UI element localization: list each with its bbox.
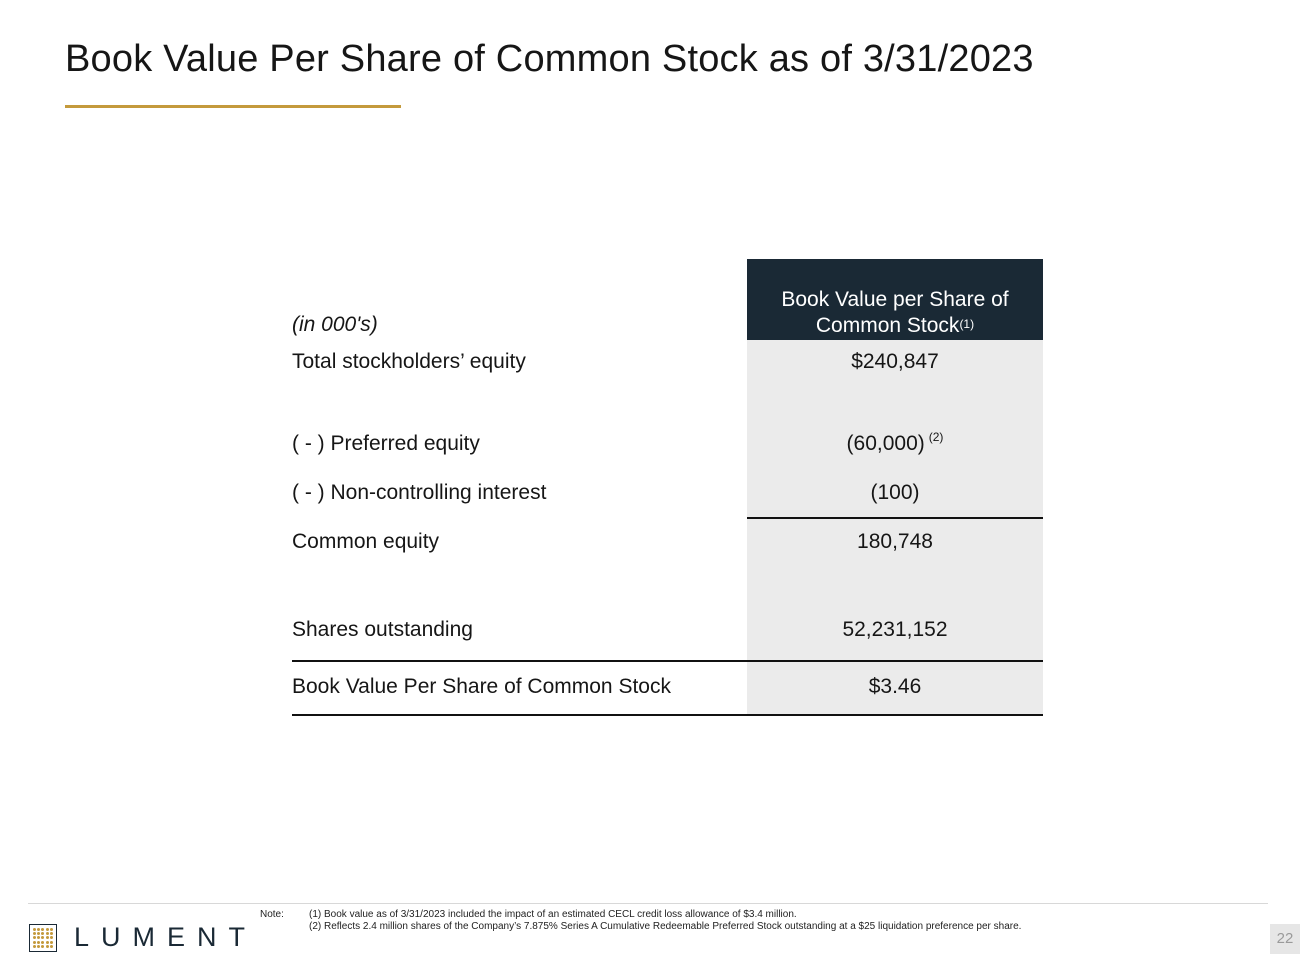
row-value-common-equity-text: 180,748 (857, 530, 933, 553)
title-underline (65, 105, 401, 108)
row-label-common-equity: Common equity (292, 530, 440, 553)
row-value-preferred-equity: (60,000) (2) (747, 430, 1043, 456)
row-label-preferred-equity: ( - ) Preferred equity (292, 432, 480, 455)
row-value-noncontrolling-text: (100) (870, 481, 920, 504)
value-column-header: Book Value per Share of Common Stock(1) (747, 259, 1043, 340)
row-value-book-value-per-share: $3.46 (747, 675, 1043, 699)
total-bottom-rule (292, 714, 1043, 716)
row-value-book-value-per-share-text: $3.46 (868, 675, 922, 698)
subtotal-rule (747, 517, 1043, 519)
row-label-noncontrolling: ( - ) Non-controlling interest (292, 481, 547, 504)
header-line-2-text: Common Stock (815, 314, 960, 337)
company-logo-text: LUMENT (74, 922, 258, 952)
row-value-common-equity: 180,748 (747, 530, 1043, 554)
row-value-total-equity-text: $240,847 (851, 350, 939, 373)
page-number: 22 (1270, 924, 1300, 954)
value-column-background (747, 340, 1043, 716)
note-label: Note: (260, 909, 284, 920)
lument-dot-grid-logo-icon (29, 924, 57, 952)
header-line-2: Common Stock(1) (747, 313, 1043, 339)
row-value-noncontrolling: (100) (747, 481, 1043, 505)
footnote-2: (2) Reflects 2.4 million shares of the C… (309, 921, 1022, 932)
footnote-1: (1) Book value as of 3/31/2023 included … (309, 909, 797, 920)
header-line-1: Book Value per Share of (781, 288, 1009, 311)
row-value-shares-outstanding-text: 52,231,152 (842, 618, 948, 641)
preferred-footnote-ref: (2) (928, 430, 944, 444)
footer-divider (28, 903, 1268, 904)
page-title: Book Value Per Share of Common Stock as … (65, 38, 1034, 80)
total-top-rule (292, 660, 1043, 662)
book-value-table: Book Value per Share of Common Stock(1) … (292, 259, 1043, 719)
row-label-shares-outstanding: Shares outstanding (292, 618, 473, 641)
row-value-preferred-equity-text: (60,000) (846, 432, 925, 455)
unit-label: (in 000's) (292, 313, 378, 336)
row-value-total-equity: $240,847 (747, 350, 1043, 374)
row-label-total-equity: Total stockholders’ equity (292, 350, 526, 373)
row-label-book-value-per-share: Book Value Per Share of Common Stock (292, 675, 671, 698)
header-footnote-ref: (1) (959, 317, 975, 331)
row-value-shares-outstanding: 52,231,152 (747, 618, 1043, 642)
